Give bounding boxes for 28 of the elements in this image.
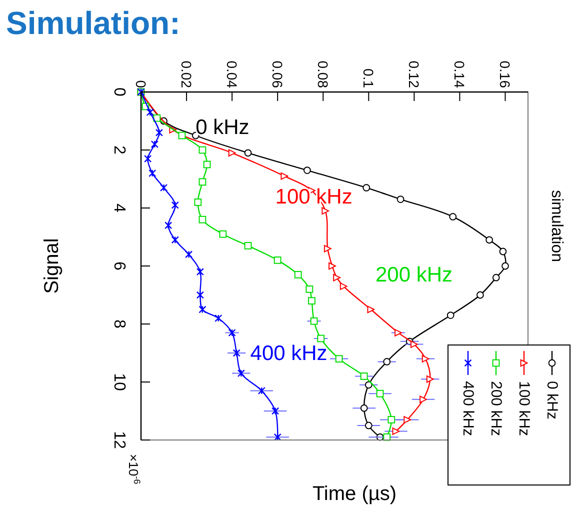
x-tick-label: 0.02	[178, 60, 195, 88]
annotation: 200 kHz	[375, 263, 453, 286]
legend-label: 400 kHz	[460, 381, 476, 436]
x-tick-label: 0.08	[315, 60, 332, 88]
legend-label: 200 kHz	[488, 381, 504, 436]
chart-title: Simulation:	[6, 5, 180, 41]
x-tick-label: 0.04	[224, 60, 240, 88]
legend-label: 100 kHz	[516, 381, 532, 436]
y-axis-title: Signal	[41, 238, 63, 294]
annotation: 0 kHz	[196, 115, 250, 138]
x-tick-label: 0.1	[360, 68, 377, 88]
y-tick-label: 12	[110, 431, 128, 449]
x-tick-label: 0	[133, 80, 149, 88]
x-tick-label: 0.14	[452, 60, 468, 88]
y-tick-label: 10	[110, 373, 128, 391]
y-tick-label: 4	[110, 204, 128, 213]
x-tick-label: 0.16	[497, 60, 514, 88]
y-tick-label: 2	[110, 146, 128, 155]
x-axis-title: Time (µs)	[312, 483, 397, 505]
x-tick-label: 0.06	[270, 60, 286, 88]
x-tick-label: 0.12	[406, 60, 422, 88]
y-tick-label: 6	[110, 262, 128, 271]
annotation: 100 kHz	[275, 184, 352, 208]
text: simulation	[548, 190, 565, 262]
y-tick-label: 8	[110, 320, 128, 329]
y-tick-label: 0	[110, 88, 128, 97]
annotation: 400 kHz	[250, 342, 328, 364]
legend-label: 0 kHz	[544, 381, 560, 420]
